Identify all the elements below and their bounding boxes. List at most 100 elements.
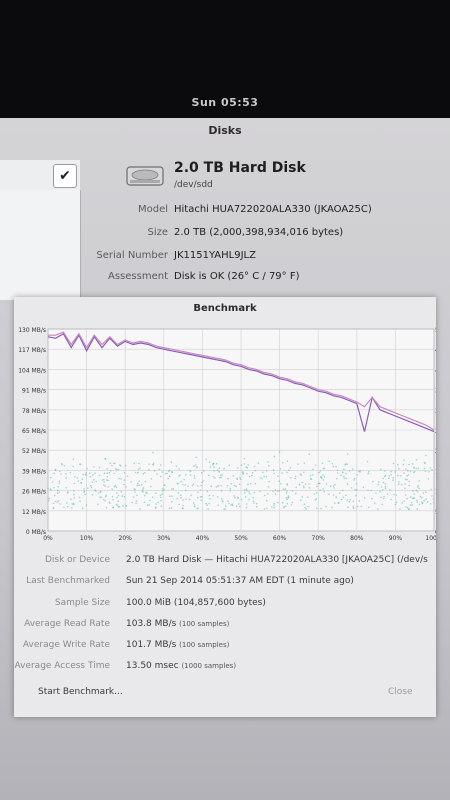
access-time-point [265,499,268,502]
access-time-point [217,484,219,487]
access-time-point [122,505,124,507]
access-time-point [94,472,96,474]
access-time-point [401,502,404,504]
access-time-point [73,493,75,496]
access-time-point [356,489,358,491]
y-right-tick-label: 20 [435,448,436,455]
access-time-point [220,476,222,479]
access-time-point [63,465,66,467]
access-time-point [249,475,251,478]
access-time-point [263,508,266,510]
access-time-point [178,468,181,470]
access-time-point [158,468,161,471]
access-time-point [404,487,406,490]
access-time-point [404,494,407,496]
access-time-point [404,478,407,481]
y-right-tick-label: 25 [435,428,436,435]
access-time-point [72,465,74,468]
access-time-point [90,486,93,489]
access-time-point [312,474,314,476]
access-time-point [343,468,345,470]
benchmark-title: Benchmark [193,303,257,314]
access-time-point [103,484,105,486]
x-tick-label: 100% [425,535,436,541]
access-time-point [279,467,282,470]
detail-label: Sample Size [54,598,110,608]
access-time-point [353,479,355,481]
access-time-point [163,489,165,491]
access-time-point [282,488,285,490]
access-time-point [78,496,81,499]
x-tick-label: 60% [273,535,287,541]
access-time-point [425,498,427,500]
access-time-point [164,484,166,486]
access-time-point [346,463,348,465]
access-time-point [360,505,363,508]
access-time-point [284,488,287,490]
access-time-point [419,495,422,498]
check-icon[interactable]: ✔ [53,164,77,188]
access-time-point [220,485,222,487]
access-time-point [222,501,224,503]
access-time-point [182,484,184,486]
access-time-point [349,498,352,501]
access-time-point [351,468,354,470]
access-time-point [116,496,118,499]
access-time-point [60,473,62,475]
access-time-point [308,453,311,455]
access-time-point [182,507,184,509]
access-time-point [352,507,355,509]
access-time-point [332,485,335,487]
device-list[interactable] [0,190,81,300]
access-time-point [406,478,408,481]
access-time-point [354,488,357,491]
access-time-point [196,466,198,469]
access-time-point [273,504,275,507]
access-time-point [263,475,265,478]
access-time-point [303,471,305,474]
access-time-point [108,471,111,474]
access-time-point [245,506,248,509]
access-time-point [315,498,318,500]
access-time-point [197,491,199,494]
access-time-point [367,506,370,509]
access-time-point [69,471,72,474]
access-time-point [278,451,281,453]
access-time-point [274,493,277,495]
access-time-point [298,483,301,486]
access-time-point [112,507,114,509]
info-label: Model [137,204,168,215]
access-time-point [265,507,268,510]
access-time-point [207,474,210,477]
access-time-point [233,484,236,487]
access-time-point [295,486,298,489]
access-time-point [383,475,386,478]
access-time-point [273,502,275,505]
access-time-point [328,460,331,462]
detail-value: Sun 21 Sep 2014 05:51:37 AM EDT (1 minut… [126,576,354,586]
close-button[interactable]: Close [388,687,413,697]
start-benchmark-button[interactable]: Start Benchmark... [38,687,123,697]
access-time-point [422,492,425,494]
access-time-point [318,471,321,474]
access-time-point [251,474,253,477]
access-time-point [145,491,147,494]
access-time-point [433,501,435,504]
access-time-point [168,495,171,497]
access-time-point [392,462,395,465]
access-time-point [73,503,75,506]
access-time-point [382,489,384,491]
detail-label: Last Benchmarked [26,576,110,586]
access-time-point [52,502,55,504]
access-time-point [303,462,306,464]
access-time-point [273,472,275,475]
access-time-point [159,464,162,466]
access-time-point [216,469,219,471]
access-time-point [413,467,415,469]
access-time-point [149,499,151,502]
clock[interactable]: Sun 05:53 [191,96,259,109]
access-time-point [183,478,185,481]
access-time-point [115,503,118,506]
y-tick-label: 39 MB/s [22,468,46,475]
access-time-point [81,478,84,480]
